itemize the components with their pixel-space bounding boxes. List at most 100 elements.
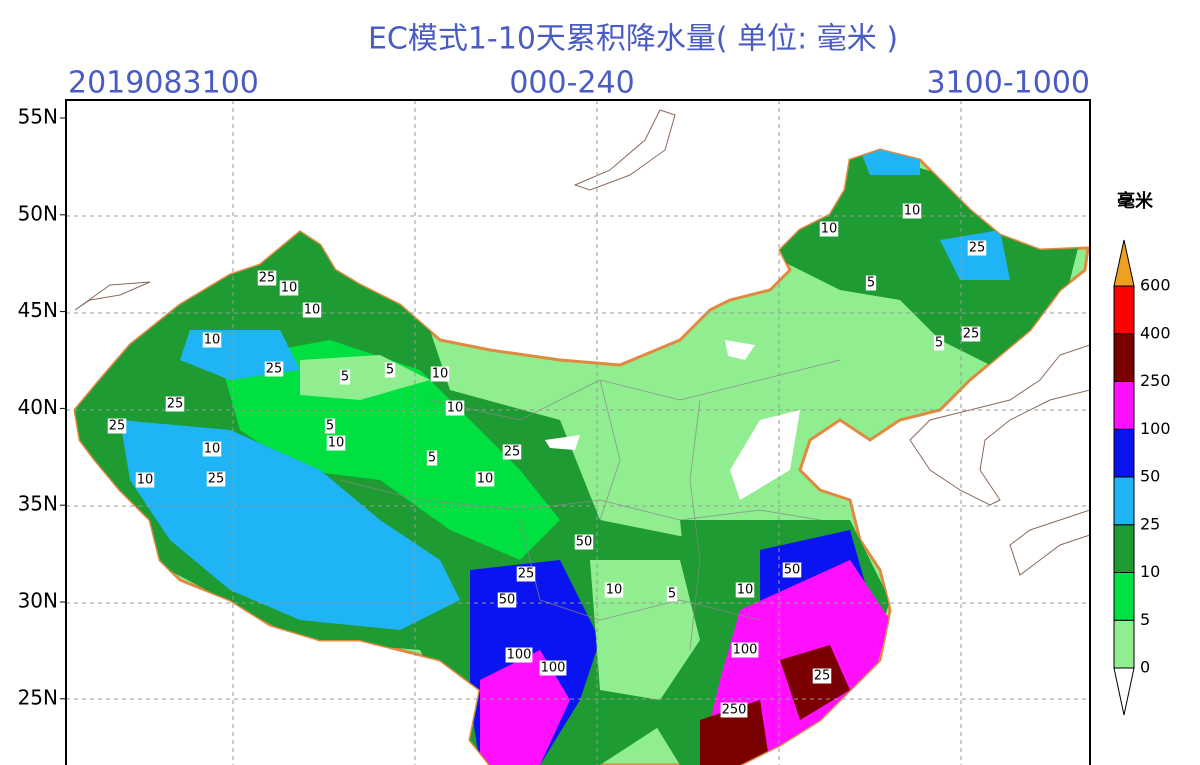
contour-label: 25 [518, 567, 535, 582]
contour-label-box [302, 302, 322, 318]
legend-swatch [1113, 381, 1135, 430]
contour-label: 250 [722, 703, 747, 718]
contour-label: 5 [668, 587, 676, 602]
init-time: 2019083100 [68, 66, 259, 101]
lat-label: 30N [18, 589, 58, 613]
contour-label-box [430, 366, 450, 382]
contour-label: 10 [904, 204, 921, 219]
legend-label: 25 [1140, 514, 1160, 533]
contour-label: 10 [304, 303, 321, 318]
contour-label: 100 [541, 661, 566, 676]
contour-label-box [339, 369, 351, 385]
contour-label-box [264, 361, 284, 377]
contour-label: 50 [499, 593, 516, 608]
legend-label: 5 [1140, 610, 1150, 629]
legend-swatch [1113, 333, 1135, 382]
legend-label: 0 [1140, 658, 1150, 677]
valid-period: 3100-1000 [926, 66, 1090, 101]
contour-label-box [384, 362, 396, 378]
contour-label-box [497, 592, 517, 608]
contour-label-box [782, 562, 802, 578]
legend-swatch [1113, 428, 1135, 478]
lat-label: 45N [18, 298, 58, 322]
contour-label: 10 [606, 583, 623, 598]
contour-label: 5 [935, 336, 943, 351]
contour-label: 10 [477, 472, 494, 487]
contour-label-box [505, 647, 533, 663]
contour-label: 25 [259, 271, 276, 286]
contour-label-box [475, 471, 495, 487]
contour-label-box [812, 668, 832, 684]
precip-fields [75, 150, 1080, 765]
contour-label-box [165, 396, 185, 412]
contour-label-box [445, 400, 465, 416]
contour-label-box [135, 472, 155, 488]
neighbor-coastlines [74, 109, 1090, 576]
contour-label: 5 [341, 370, 349, 385]
contour-label: 5 [326, 419, 334, 434]
legend-swatch [1113, 619, 1135, 669]
lat-labels: 55N 50N 45N 40N 35N 30N 25N [18, 105, 66, 709]
contour-label-box [604, 582, 624, 598]
contour-label: 5 [428, 451, 436, 466]
contour-label-box [539, 660, 567, 676]
lat-label: 25N [18, 685, 58, 709]
contour-label-box [720, 702, 748, 718]
contour-label: 5 [386, 363, 394, 378]
contour-label: 25 [504, 445, 521, 460]
contour-label: 10 [204, 442, 221, 457]
legend-low-triangle [1113, 667, 1135, 716]
legend-swatch [1113, 572, 1135, 621]
contour-label-box [865, 275, 877, 291]
contour-label: 10 [204, 333, 221, 348]
legend-unit: 毫米 [1117, 190, 1154, 212]
legend-swatch [1113, 524, 1135, 573]
contour-label-box [819, 221, 839, 237]
legend-swatch [1113, 476, 1135, 526]
contour-label-box [202, 441, 222, 457]
legend-label: 400 [1140, 323, 1171, 342]
lat-label: 50N [18, 201, 58, 225]
contour-label: 10 [447, 401, 464, 416]
contour-label-box [666, 586, 678, 602]
contour-label: 10 [737, 583, 754, 598]
contour-label: 10 [821, 222, 838, 237]
contour-label-box [326, 435, 346, 451]
lat-label: 35N [18, 492, 58, 516]
contour-label: 10 [137, 473, 154, 488]
legend-label: 50 [1140, 467, 1160, 486]
legend: 0 5 10 25 50 100 250 400 600 [1113, 239, 1171, 716]
contour-label: 10 [328, 436, 345, 451]
contour-label-box [206, 471, 226, 487]
contour-label-box [516, 566, 536, 582]
map-frame [65, 99, 1091, 765]
contour-label: 25 [963, 327, 980, 342]
contour-label: 10 [281, 281, 298, 296]
contour-label-box [902, 203, 922, 219]
lat-label: 40N [18, 395, 58, 419]
contour-label-box [324, 418, 336, 434]
contour-label: 5 [867, 276, 875, 291]
contour-label-box [257, 270, 277, 286]
contour-label-box [202, 332, 222, 348]
contour-label: 25 [969, 241, 986, 256]
contour-label-box [933, 335, 945, 351]
legend-label: 10 [1140, 562, 1160, 581]
graticule [66, 100, 1090, 765]
forecast-hours: 000-240 [509, 66, 634, 101]
contour-label: 100 [507, 648, 532, 663]
contour-label-box [967, 240, 987, 256]
contour-label: 25 [266, 362, 283, 377]
lat-label: 55N [18, 105, 58, 129]
legend-label: 600 [1140, 276, 1171, 295]
contour-label-box [735, 582, 755, 598]
contour-label-box [426, 450, 438, 466]
contour-label-box [107, 418, 127, 434]
contour-label: 50 [784, 563, 801, 578]
contour-label: 100 [733, 643, 758, 658]
contour-label: 25 [208, 472, 225, 487]
